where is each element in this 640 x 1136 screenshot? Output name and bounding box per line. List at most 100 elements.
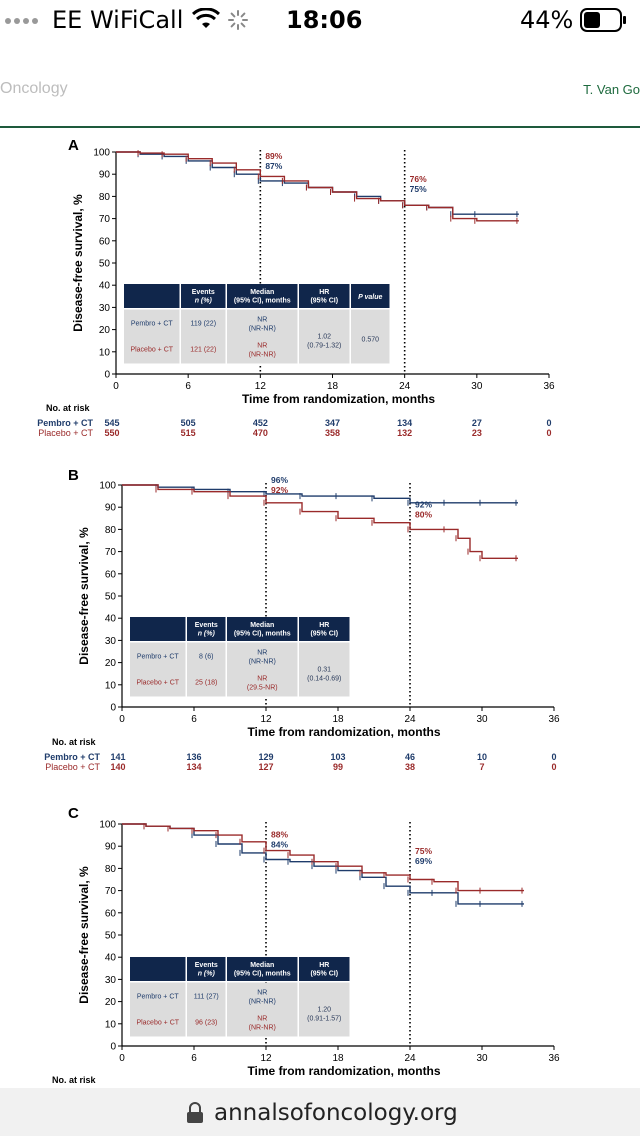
table-events: 121 (22) xyxy=(190,347,216,354)
table-body-cell xyxy=(181,309,226,364)
at-risk-value-placebo: 358 xyxy=(325,428,340,438)
table-header-label: Events n (%) xyxy=(192,289,215,305)
at-risk-value-pembro: 103 xyxy=(330,752,345,762)
table-median-ci: (NR-NR) xyxy=(249,999,276,1006)
y-tick-label: 10 xyxy=(105,1019,117,1030)
x-tick-label: 0 xyxy=(119,1053,125,1064)
table-row-label: Pembro + CT xyxy=(137,654,180,661)
y-tick-label: 100 xyxy=(99,481,116,492)
y-axis-label: Disease-free survival, % xyxy=(77,527,91,665)
table-row-label: Pembro + CT xyxy=(137,994,180,1001)
table-header-cell xyxy=(187,617,226,641)
annotation-placebo: 88% xyxy=(271,830,288,840)
y-tick-label: 100 xyxy=(93,148,110,159)
x-tick-label: 18 xyxy=(332,714,344,725)
annotation-pembro: 75% xyxy=(410,184,427,194)
at-risk-value-placebo: 127 xyxy=(258,762,273,772)
km-curve-placebo xyxy=(122,484,518,559)
y-tick-label: 10 xyxy=(105,680,117,691)
y-tick-label: 70 xyxy=(105,547,117,558)
y-tick-label: 80 xyxy=(105,864,117,875)
table-header-label: Median (95% CI), months xyxy=(234,622,291,638)
y-tick-label: 50 xyxy=(105,592,117,603)
annotation-placebo: 75% xyxy=(415,846,432,856)
at-risk-label-pembro: Pembro + CT xyxy=(37,418,93,428)
table-header-label: Events n (%) xyxy=(195,962,218,978)
table-header-cell xyxy=(181,284,226,308)
table-events: 8 (6) xyxy=(199,654,213,661)
status-bar: EE WiFiCall 18:06 44% xyxy=(0,0,640,40)
at-risk-value-pembro: 0 xyxy=(546,418,551,428)
battery-percent: 44% xyxy=(520,6,574,34)
x-tick-label: 24 xyxy=(404,1053,416,1064)
at-risk-label-placebo: Placebo + CT xyxy=(45,762,100,772)
table-row-label: Placebo + CT xyxy=(136,680,179,687)
y-tick-label: 70 xyxy=(105,886,117,897)
table-median: NR xyxy=(257,343,267,350)
x-tick-label: 30 xyxy=(476,1053,488,1064)
y-tick-label: 60 xyxy=(105,908,117,919)
table-header-label: Events n (%) xyxy=(195,622,218,638)
url-text[interactable]: annalsofoncology.org xyxy=(214,1100,458,1126)
table-hr-ci: (0.14-0.69) xyxy=(307,676,341,683)
y-tick-label: 30 xyxy=(99,303,111,314)
at-risk-value-pembro: 136 xyxy=(186,752,201,762)
at-risk-value-placebo: 515 xyxy=(181,428,196,438)
y-axis-label: Disease-free survival, % xyxy=(71,194,85,332)
y-tick-label: 20 xyxy=(105,997,117,1008)
annotation-pembro: 92% xyxy=(415,499,432,509)
table-body-cell xyxy=(187,642,226,697)
y-tick-label: 20 xyxy=(105,658,117,669)
table-header-label: P value xyxy=(358,294,382,301)
table-header-cell xyxy=(227,284,298,308)
table-median: NR xyxy=(257,1016,267,1023)
table-median-ci: (NR-NR) xyxy=(249,352,276,359)
lock-icon xyxy=(187,1102,203,1123)
table-header-cell xyxy=(187,957,226,981)
at-risk-label-placebo: Placebo + CT xyxy=(38,428,93,438)
table-body-cell xyxy=(227,642,298,697)
table-events: 25 (18) xyxy=(195,680,217,687)
y-tick-label: 80 xyxy=(99,192,111,203)
x-tick-label: 30 xyxy=(471,381,483,392)
browser-address-bar[interactable] xyxy=(0,1088,640,1136)
at-risk-value-pembro: 347 xyxy=(325,418,340,428)
table-hr: 0.31 xyxy=(317,667,331,674)
author-name[interactable]: T. Van Go xyxy=(583,82,640,97)
table-median-ci: (NR-NR) xyxy=(249,326,276,333)
table-body-cell xyxy=(351,309,390,364)
table-median: NR xyxy=(257,676,267,683)
y-tick-label: 0 xyxy=(110,703,116,714)
table-header-cell xyxy=(351,284,390,308)
x-axis-label: Time from randomization, months xyxy=(242,392,435,406)
journal-name[interactable]: Oncology xyxy=(0,80,68,97)
annotation-pembro: 96% xyxy=(271,475,288,485)
at-risk-value-placebo: 132 xyxy=(397,428,412,438)
table-header-cell xyxy=(130,957,186,981)
x-axis-label: Time from randomization, months xyxy=(247,1064,440,1078)
table-body-cell xyxy=(130,642,186,697)
at-risk-value-pembro: 46 xyxy=(405,752,415,762)
x-tick-label: 6 xyxy=(185,381,191,392)
panel-label-A: A xyxy=(68,137,79,154)
x-tick-label: 18 xyxy=(332,1053,344,1064)
at-risk-value-pembro: 27 xyxy=(472,418,482,428)
annotation-pembro: 69% xyxy=(415,856,432,866)
x-tick-label: 12 xyxy=(255,381,267,392)
annotation-pembro: 87% xyxy=(265,161,282,171)
table-header-cell xyxy=(124,284,180,308)
x-tick-label: 12 xyxy=(260,714,272,725)
x-tick-label: 24 xyxy=(399,381,411,392)
table-body-cell xyxy=(187,982,226,1037)
at-risk-value-placebo: 134 xyxy=(186,762,201,772)
at-risk-value-pembro: 545 xyxy=(104,418,119,428)
table-median-ci: (NR-NR) xyxy=(249,1025,276,1032)
y-tick-label: 80 xyxy=(105,525,117,536)
at-risk-value-placebo: 0 xyxy=(551,762,556,772)
y-axis-label: Disease-free survival, % xyxy=(77,866,91,1004)
table-header-label: HR (95% CI) xyxy=(310,289,338,305)
table-row-label: Placebo + CT xyxy=(130,347,173,354)
y-tick-label: 30 xyxy=(105,975,117,986)
table-events: 111 (27) xyxy=(194,994,219,1001)
wifi-icon xyxy=(192,8,220,28)
